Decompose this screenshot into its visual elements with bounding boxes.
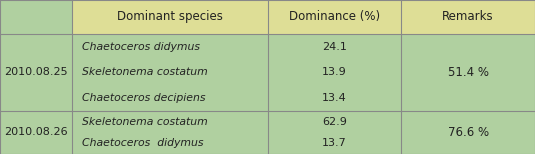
Text: Remarks: Remarks xyxy=(442,10,494,23)
Bar xyxy=(268,111,401,154)
Bar xyxy=(268,0,401,34)
Bar xyxy=(0,0,72,34)
Text: Dominance (%): Dominance (%) xyxy=(289,10,380,23)
Bar xyxy=(72,111,268,154)
Text: 13.9: 13.9 xyxy=(322,67,347,77)
Bar xyxy=(72,0,268,34)
Text: Skeletonema costatum: Skeletonema costatum xyxy=(82,67,208,77)
Text: 13.4: 13.4 xyxy=(322,93,347,103)
Bar xyxy=(268,34,401,111)
Text: Chaetoceros decipiens: Chaetoceros decipiens xyxy=(82,93,205,103)
Bar xyxy=(401,0,535,34)
Text: 62.9: 62.9 xyxy=(322,117,347,127)
Text: 76.6 %: 76.6 % xyxy=(448,126,488,139)
Bar xyxy=(401,34,535,111)
Text: 13.7: 13.7 xyxy=(322,138,347,148)
Bar xyxy=(0,111,72,154)
Bar xyxy=(0,34,72,111)
Bar xyxy=(72,34,268,111)
Text: 51.4 %: 51.4 % xyxy=(448,66,488,79)
Text: Dominant species: Dominant species xyxy=(117,10,223,23)
Text: 24.1: 24.1 xyxy=(322,42,347,52)
Text: Skeletonema costatum: Skeletonema costatum xyxy=(82,117,208,127)
Bar xyxy=(401,111,535,154)
Text: Chaetoceros didymus: Chaetoceros didymus xyxy=(82,42,200,52)
Text: 2010.08.26: 2010.08.26 xyxy=(4,128,68,137)
Text: 2010.08.25: 2010.08.25 xyxy=(4,67,68,77)
Text: Chaetoceros  didymus: Chaetoceros didymus xyxy=(82,138,203,148)
